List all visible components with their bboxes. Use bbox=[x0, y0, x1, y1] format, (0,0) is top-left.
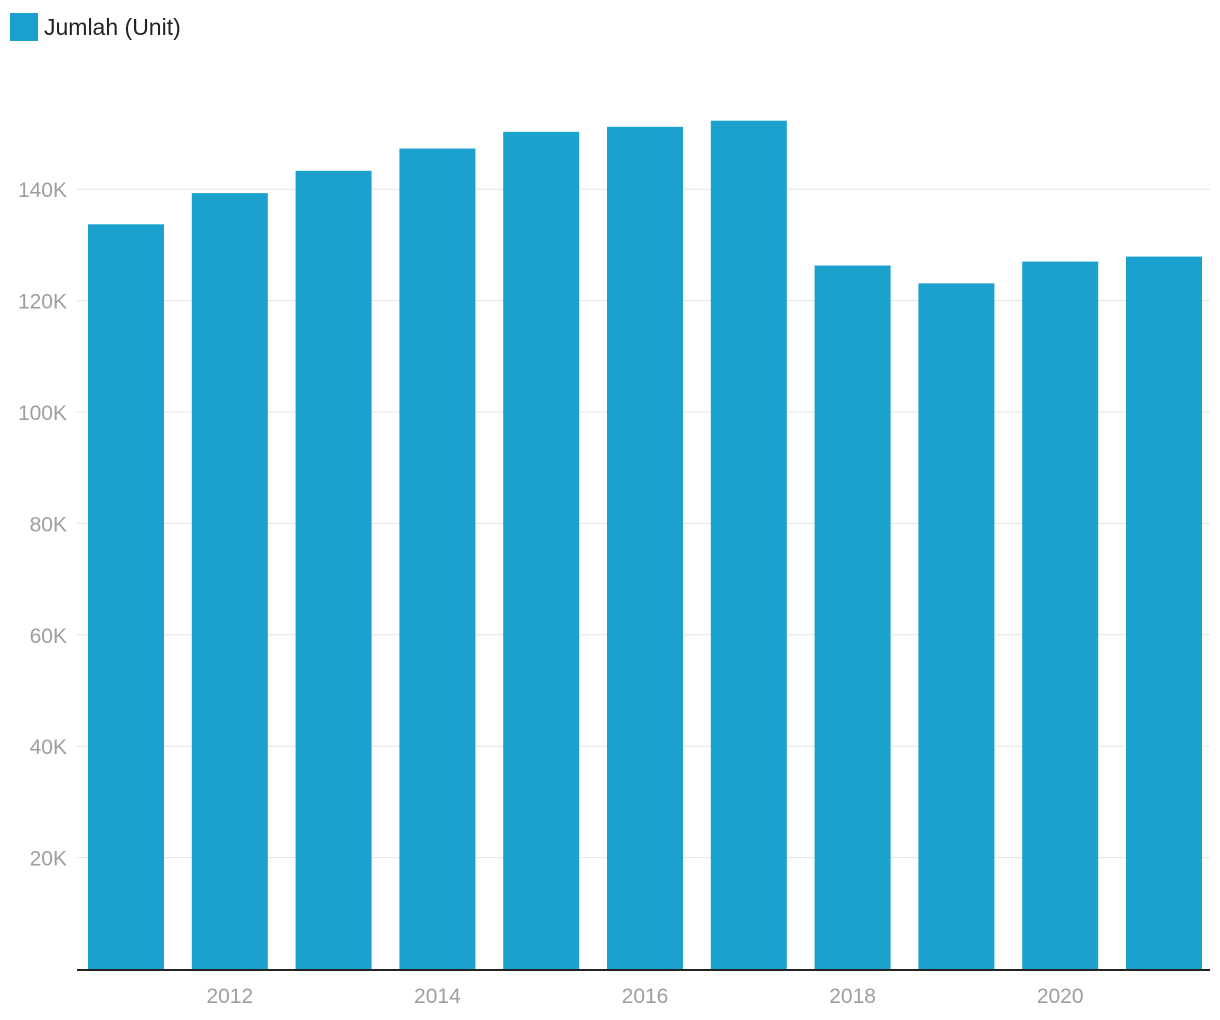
y-tick-label: 120K bbox=[18, 291, 67, 314]
legend-swatch bbox=[10, 13, 38, 41]
bar-2014 bbox=[399, 148, 476, 969]
bar-2021 bbox=[1126, 256, 1202, 969]
x-tick-label: 2016 bbox=[622, 985, 669, 1008]
bar-2012 bbox=[191, 193, 268, 969]
bar-2020 bbox=[1022, 261, 1099, 969]
bar-2015 bbox=[503, 131, 580, 970]
y-tick-label: 40K bbox=[30, 736, 67, 759]
bar-2019 bbox=[918, 283, 995, 969]
bar-2018 bbox=[814, 265, 891, 969]
y-tick-label: 20K bbox=[30, 848, 67, 871]
legend-label: Jumlah (Unit) bbox=[44, 13, 181, 40]
y-tick-label: 80K bbox=[30, 513, 67, 536]
x-tick-label: 2018 bbox=[829, 985, 876, 1008]
y-tick-label: 60K bbox=[30, 625, 67, 648]
bar-2013 bbox=[295, 170, 372, 970]
y-tick-label: 140K bbox=[18, 179, 67, 202]
bar-2017 bbox=[710, 120, 787, 969]
legend: Jumlah (Unit) bbox=[10, 13, 181, 41]
x-tick-label: 2012 bbox=[206, 985, 253, 1008]
bar-2011 bbox=[88, 224, 164, 969]
x-tick-label: 2014 bbox=[414, 985, 461, 1008]
x-tick-label: 2020 bbox=[1037, 985, 1084, 1008]
y-tick-label: 100K bbox=[18, 402, 67, 425]
bar-2016 bbox=[607, 126, 683, 970]
